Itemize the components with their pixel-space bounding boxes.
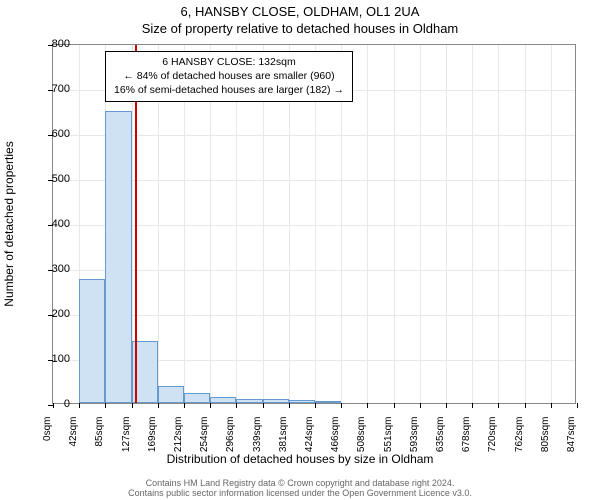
xtick-label: 678sqm [461, 415, 472, 453]
xtick-mark [472, 403, 473, 408]
annotation-line: ← 84% of detached houses are smaller (96… [114, 69, 344, 83]
gridline-v [551, 45, 552, 403]
gridline-v [367, 45, 368, 403]
xtick-mark [577, 403, 578, 408]
annotation-line: 6 HANSBY CLOSE: 132sqm [114, 55, 344, 69]
y-axis-label: Number of detached properties [2, 141, 16, 306]
histogram-bar [289, 400, 315, 403]
gridline-v [498, 45, 499, 403]
xtick-mark [341, 403, 342, 408]
histogram-bar [184, 393, 210, 403]
xtick-mark [420, 403, 421, 408]
xtick-mark [525, 403, 526, 408]
xtick-label: 381sqm [278, 415, 289, 453]
ytick-label: 100 [30, 353, 70, 365]
xtick-mark [394, 403, 395, 408]
xtick-label: 85sqm [94, 415, 105, 447]
histogram-bar [158, 386, 184, 403]
histogram-bar [79, 279, 105, 403]
xtick-mark [498, 403, 499, 408]
xtick-mark [551, 403, 552, 408]
attribution-footer: Contains HM Land Registry data © Crown c… [0, 478, 600, 498]
xtick-mark [132, 403, 133, 408]
xtick-label: 720sqm [487, 415, 498, 453]
xtick-label: 762sqm [514, 415, 525, 453]
xtick-mark [367, 403, 368, 408]
ytick-label: 800 [30, 38, 70, 50]
xtick-mark [184, 403, 185, 408]
x-axis-label: Distribution of detached houses by size … [0, 452, 600, 466]
ytick-label: 0 [30, 398, 70, 410]
xtick-label: 339sqm [252, 415, 263, 453]
address-title: 6, HANSBY CLOSE, OLDHAM, OL1 2UA [0, 0, 600, 19]
xtick-label: 551sqm [383, 415, 394, 453]
xtick-label: 42sqm [68, 415, 79, 447]
chart-title: Size of property relative to detached ho… [0, 19, 600, 36]
ytick-label: 500 [30, 173, 70, 185]
xtick-mark [289, 403, 290, 408]
gridline-v [446, 45, 447, 403]
ytick-label: 600 [30, 128, 70, 140]
plot-area: 0sqm42sqm85sqm127sqm169sqm212sqm254sqm29… [52, 44, 576, 404]
xtick-mark [236, 403, 237, 408]
gridline-v [472, 45, 473, 403]
xtick-label: 593sqm [409, 415, 420, 453]
xtick-label: 127sqm [121, 415, 132, 453]
ytick-label: 300 [30, 263, 70, 275]
xtick-mark [263, 403, 264, 408]
histogram-bar [315, 401, 341, 403]
xtick-label: 254sqm [199, 415, 210, 453]
histogram-bar [105, 111, 131, 403]
footer-line-1: Contains HM Land Registry data © Crown c… [0, 478, 600, 488]
footer-line-2: Contains public sector information licen… [0, 488, 600, 498]
plot-area-wrapper: 0sqm42sqm85sqm127sqm169sqm212sqm254sqm29… [52, 44, 576, 404]
histogram-bar [236, 399, 262, 404]
xtick-label: 635sqm [435, 415, 446, 453]
annotation-line: 16% of semi-detached houses are larger (… [114, 83, 344, 97]
annotation-box: 6 HANSBY CLOSE: 132sqm← 84% of detached … [105, 51, 353, 102]
xtick-label: 296sqm [225, 415, 236, 453]
histogram-bar [263, 399, 289, 403]
xtick-mark [79, 403, 80, 408]
xtick-label: 424sqm [304, 415, 315, 453]
xtick-label: 212sqm [173, 415, 184, 453]
histogram-bar [210, 397, 236, 403]
xtick-mark [105, 403, 106, 408]
xtick-mark [446, 403, 447, 408]
xtick-label: 466sqm [330, 415, 341, 453]
chart-figure: 6, HANSBY CLOSE, OLDHAM, OL1 2UA Size of… [0, 0, 600, 500]
ytick-label: 400 [30, 218, 70, 230]
xtick-mark [315, 403, 316, 408]
ytick-label: 700 [30, 83, 70, 95]
xtick-mark [210, 403, 211, 408]
gridline-v [525, 45, 526, 403]
xtick-label: 847sqm [566, 415, 577, 453]
xtick-mark [158, 403, 159, 408]
ytick-label: 200 [30, 308, 70, 320]
xtick-label: 169sqm [147, 415, 158, 453]
gridline-v [420, 45, 421, 403]
gridline-v [394, 45, 395, 403]
xtick-label: 508sqm [356, 415, 367, 453]
xtick-label: 805sqm [540, 415, 551, 453]
xtick-label: 0sqm [42, 415, 53, 441]
